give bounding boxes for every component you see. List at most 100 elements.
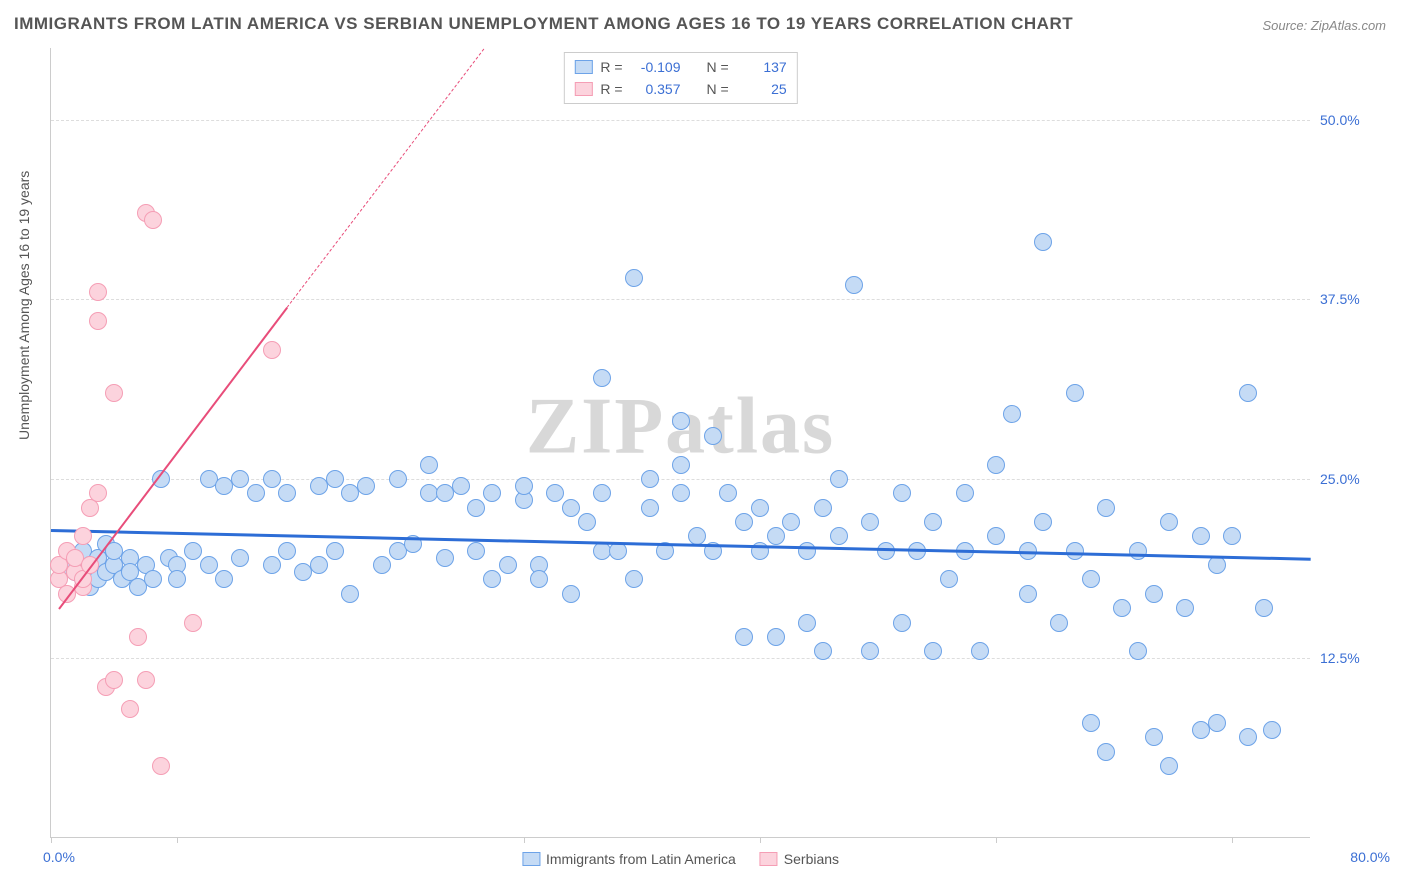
data-point xyxy=(704,427,722,445)
data-point xyxy=(89,312,107,330)
chart-title: IMMIGRANTS FROM LATIN AMERICA VS SERBIAN… xyxy=(14,14,1073,34)
data-point xyxy=(1129,642,1147,660)
data-point xyxy=(373,556,391,574)
n-value-1: 137 xyxy=(737,56,787,78)
swatch-latin-icon xyxy=(522,852,540,866)
data-point xyxy=(483,484,501,502)
data-point xyxy=(1003,405,1021,423)
data-point xyxy=(1208,714,1226,732)
data-point xyxy=(144,570,162,588)
data-point xyxy=(814,642,832,660)
y-tick-label: 37.5% xyxy=(1320,291,1390,307)
data-point xyxy=(215,570,233,588)
data-point xyxy=(814,499,832,517)
data-point xyxy=(420,456,438,474)
data-point xyxy=(971,642,989,660)
data-point xyxy=(129,628,147,646)
data-point xyxy=(1208,556,1226,574)
data-point xyxy=(987,456,1005,474)
data-point xyxy=(593,369,611,387)
legend-row-series2: R = 0.357 N = 25 xyxy=(574,78,786,100)
data-point xyxy=(987,527,1005,545)
data-point xyxy=(341,585,359,603)
source-label: Source: ZipAtlas.com xyxy=(1262,18,1386,33)
x-axis-max-label: 80.0% xyxy=(1350,849,1390,865)
data-point xyxy=(672,484,690,502)
scatter-plot-area: ZIPatlas R = -0.109 N = 137 R = 0.357 N … xyxy=(50,48,1310,838)
series-legend: Immigrants from Latin America Serbians xyxy=(522,851,839,867)
data-point xyxy=(452,477,470,495)
data-point xyxy=(546,484,564,502)
data-point xyxy=(168,570,186,588)
data-point xyxy=(625,269,643,287)
data-point xyxy=(893,614,911,632)
data-point xyxy=(515,477,533,495)
data-point xyxy=(105,384,123,402)
data-point xyxy=(1019,585,1037,603)
data-point xyxy=(1255,599,1273,617)
data-point xyxy=(641,470,659,488)
data-point xyxy=(247,484,265,502)
y-tick-label: 25.0% xyxy=(1320,471,1390,487)
swatch-series1 xyxy=(574,60,592,74)
data-point xyxy=(467,542,485,560)
data-point xyxy=(1223,527,1241,545)
data-point xyxy=(562,499,580,517)
swatch-series2 xyxy=(574,82,592,96)
data-point xyxy=(467,499,485,517)
data-point xyxy=(1050,614,1068,632)
n-label-2: N = xyxy=(707,78,729,100)
data-point xyxy=(672,412,690,430)
data-point xyxy=(326,470,344,488)
data-point xyxy=(877,542,895,560)
data-point xyxy=(798,614,816,632)
data-point xyxy=(641,499,659,517)
data-point xyxy=(1082,570,1100,588)
data-point xyxy=(121,700,139,718)
x-tick-mark xyxy=(177,837,178,843)
gridline xyxy=(51,299,1310,300)
legend-label-latin: Immigrants from Latin America xyxy=(546,851,736,867)
n-value-2: 25 xyxy=(737,78,787,100)
data-point xyxy=(263,341,281,359)
data-point xyxy=(1239,728,1257,746)
correlation-legend: R = -0.109 N = 137 R = 0.357 N = 25 xyxy=(563,52,797,104)
r-value-1: -0.109 xyxy=(631,56,681,78)
data-point xyxy=(924,642,942,660)
data-point xyxy=(231,470,249,488)
data-point xyxy=(1066,384,1084,402)
data-point xyxy=(719,484,737,502)
data-point xyxy=(1160,757,1178,775)
gridline xyxy=(51,120,1310,121)
data-point xyxy=(672,456,690,474)
trend-line-dashed xyxy=(287,48,485,307)
data-point xyxy=(1160,513,1178,531)
data-point xyxy=(278,542,296,560)
data-point xyxy=(231,549,249,567)
data-point xyxy=(830,527,848,545)
x-tick-mark xyxy=(1232,837,1233,843)
data-point xyxy=(436,549,454,567)
data-point xyxy=(1097,743,1115,761)
data-point xyxy=(1034,513,1052,531)
data-point xyxy=(798,542,816,560)
data-point xyxy=(1082,714,1100,732)
data-point xyxy=(1145,585,1163,603)
data-point xyxy=(1239,384,1257,402)
legend-item-latin: Immigrants from Latin America xyxy=(522,851,736,867)
swatch-serbian-icon xyxy=(760,852,778,866)
data-point xyxy=(530,570,548,588)
data-point xyxy=(845,276,863,294)
data-point xyxy=(940,570,958,588)
data-point xyxy=(767,527,785,545)
x-axis-min-label: 0.0% xyxy=(43,849,75,865)
data-point xyxy=(893,484,911,502)
legend-label-serbian: Serbians xyxy=(784,851,839,867)
r-label-2: R = xyxy=(600,78,622,100)
data-point xyxy=(278,484,296,502)
y-tick-label: 50.0% xyxy=(1320,112,1390,128)
gridline xyxy=(51,658,1310,659)
y-axis-label: Unemployment Among Ages 16 to 19 years xyxy=(16,171,32,440)
data-point xyxy=(310,556,328,574)
x-tick-mark xyxy=(996,837,997,843)
